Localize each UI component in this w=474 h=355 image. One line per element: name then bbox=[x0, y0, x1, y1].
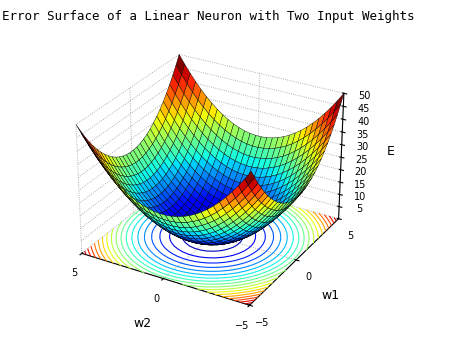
Y-axis label: w1: w1 bbox=[322, 289, 340, 302]
X-axis label: w2: w2 bbox=[133, 317, 152, 330]
Title: Error Surface of a Linear Neuron with Two Input Weights: Error Surface of a Linear Neuron with Tw… bbox=[2, 10, 415, 23]
